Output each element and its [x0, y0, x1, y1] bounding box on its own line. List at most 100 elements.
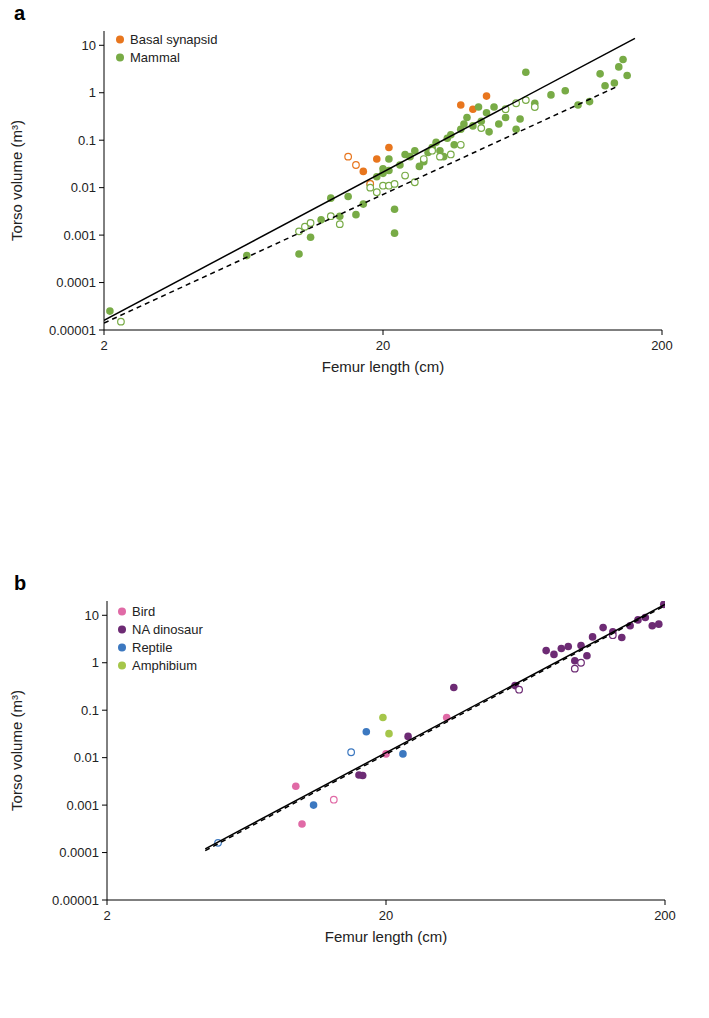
x-tick — [386, 900, 387, 905]
x-tick — [104, 330, 105, 335]
plot-area — [104, 38, 635, 325]
point — [352, 211, 360, 219]
point — [106, 307, 114, 315]
point — [596, 70, 604, 78]
y-tick — [99, 235, 104, 236]
x-tick-label: 20 — [376, 338, 390, 353]
y-tick — [99, 140, 104, 141]
point — [448, 151, 455, 158]
y-tick — [102, 805, 107, 806]
point — [328, 213, 335, 220]
point — [611, 79, 619, 87]
point — [623, 72, 631, 80]
point — [561, 87, 569, 95]
figure: a0.000010.00010.0010.010.1110220200Femur… — [0, 0, 709, 1018]
x-tick — [107, 900, 108, 905]
point — [391, 229, 399, 237]
y-tick-label: 0.00001 — [52, 893, 99, 908]
y-tick-label: 10 — [82, 38, 96, 53]
point — [485, 128, 493, 136]
x-tick — [665, 900, 666, 905]
point — [429, 147, 436, 154]
point — [618, 634, 626, 642]
point — [463, 114, 471, 122]
legend-label: Mammal — [130, 50, 180, 65]
y-tick — [102, 615, 107, 616]
panel: a0.000010.00010.0010.010.1110220200Femur… — [8, 2, 673, 375]
point — [360, 168, 368, 176]
point — [547, 91, 555, 99]
point — [336, 221, 343, 228]
y-axis-line — [107, 601, 108, 900]
x-tick-label: 200 — [651, 338, 673, 353]
y-tick — [102, 852, 107, 853]
fit-line — [104, 86, 619, 323]
point — [348, 749, 355, 756]
x-tick-label: 200 — [654, 908, 676, 923]
point — [402, 172, 409, 179]
y-tick-label: 0.01 — [71, 180, 96, 195]
y-tick — [102, 900, 107, 901]
legend: BirdNA dinosaurReptileAmphibium — [118, 604, 203, 673]
point — [578, 659, 585, 666]
point — [601, 82, 609, 90]
x-tick — [662, 330, 663, 335]
point — [558, 645, 566, 653]
legend-label: NA dinosaur — [132, 622, 203, 637]
point — [619, 56, 627, 64]
y-tick-label: 0.1 — [81, 703, 99, 718]
point — [475, 103, 483, 111]
y-tick-label: 10 — [85, 608, 99, 623]
point — [457, 141, 464, 148]
y-tick-label: 0.00001 — [49, 323, 96, 338]
point — [571, 665, 578, 672]
point — [589, 633, 597, 641]
y-tick-label: 1 — [92, 655, 99, 670]
y-tick-label: 0.001 — [66, 798, 99, 813]
point — [292, 782, 300, 790]
point — [118, 318, 125, 325]
point — [391, 181, 398, 188]
legend-label: Amphibium — [132, 658, 197, 673]
point — [550, 651, 558, 659]
point — [583, 652, 591, 660]
point — [483, 92, 491, 100]
y-axis-title: Torso volume (m³) — [8, 120, 25, 241]
point — [331, 796, 338, 803]
point — [531, 104, 538, 111]
point — [542, 647, 550, 655]
plot-area — [205, 601, 665, 851]
panel-label: a — [14, 2, 26, 24]
point — [648, 622, 656, 630]
panel-label: b — [14, 572, 26, 594]
fit-line — [104, 38, 635, 320]
point — [379, 714, 387, 722]
point — [385, 730, 393, 738]
y-tick — [102, 662, 107, 663]
point — [522, 68, 530, 76]
point — [310, 801, 318, 809]
x-axis-title: Femur length (cm) — [322, 358, 445, 375]
point — [295, 250, 303, 258]
y-tick-label: 1 — [89, 85, 96, 100]
point — [516, 115, 524, 123]
point — [655, 620, 663, 628]
point — [373, 155, 381, 163]
point — [298, 820, 306, 828]
legend: Basal synapsidMammal — [116, 32, 217, 65]
point — [391, 205, 399, 213]
point — [385, 144, 393, 152]
x-tick-label: 20 — [379, 908, 393, 923]
point — [564, 643, 572, 651]
fit-line — [205, 606, 665, 851]
point — [516, 686, 523, 693]
point — [478, 125, 485, 132]
point — [344, 193, 352, 201]
x-tick-label: 2 — [100, 338, 107, 353]
legend-swatch — [118, 644, 126, 652]
panel: b0.000010.00010.0010.010.1110220200Femur… — [8, 572, 676, 945]
x-tick — [383, 330, 384, 335]
point — [512, 125, 520, 133]
y-tick-label: 0.001 — [63, 228, 96, 243]
y-tick-label: 0.01 — [74, 750, 99, 765]
